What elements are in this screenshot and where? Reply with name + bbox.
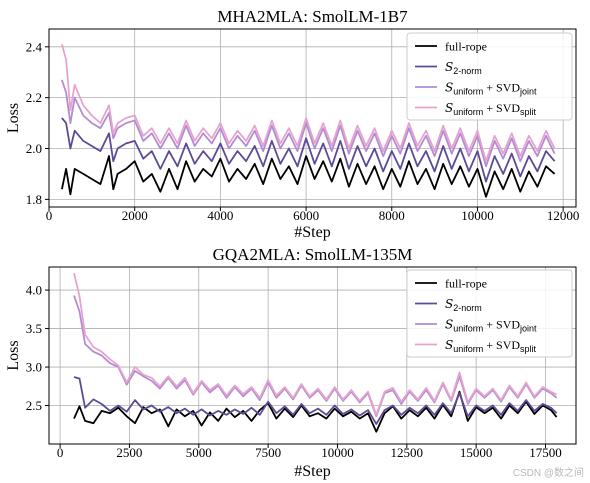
legend-entry: S2-norm [445,297,482,313]
x-tick-label: 6000 [293,208,319,223]
chart-title: MHA2MLA: SmolLM-1B7 [217,7,408,26]
series-line-full-rope [61,155,556,198]
y-axis-label: Loss [5,340,22,370]
chart-panel-1: MHA2MLA: SmolLM-1B7 0 2000 4000 6000 8000 1000… [5,7,579,241]
legend: full-rope S2-norm Suniform + SVDjoint Sunif… [406,32,573,121]
legend-entry: full-rope [445,277,487,291]
series-line-s2norm [73,376,558,425]
x-axis-label: #Step [294,463,330,480]
x-tick-label: 2000 [122,208,148,223]
legend: full-rope S2-norm Suniform + SVDjoint Sunif… [406,269,573,358]
x-tick-label: 10000 [321,445,354,460]
y-tick-label: 4.0 [26,283,42,298]
series-line-full-rope [73,390,558,433]
watermark: CSDN @数之间 [512,468,584,479]
series-line-joint [73,295,558,418]
y-tick-label: 1.8 [26,192,42,207]
y-tick-label: 3.0 [26,360,42,375]
x-tick-label: 10000 [461,208,494,223]
legend-entry: Suniform + SVDjoint [445,81,537,97]
x-tick-label: 4000 [207,208,233,223]
x-tick-label: 12500 [391,445,424,460]
legend-entry: Suniform + SVDsplit [445,338,537,354]
legend-entry: S2-norm [445,60,482,76]
y-tick-label: 3.5 [26,321,42,336]
chart-panel-2: GQA2MLA: SmolLM-135M 0 2500 5000 7500 10000 12… [5,245,577,480]
legend-entry: full-rope [445,40,487,54]
series-line-s2norm [61,117,556,183]
x-tick-label: 0 [46,208,53,223]
plot-frame [48,28,577,208]
x-tick-label: 5000 [186,445,212,460]
series-line-split [73,272,558,416]
legend-entry: Suniform + SVDjoint [445,318,537,334]
x-axis-label: #Step [294,224,330,241]
x-tick-label: 12000 [547,208,580,223]
y-tick-label: 2.5 [26,398,42,413]
x-tick-label: 17500 [529,445,562,460]
plot-frame [48,266,577,445]
legend-box [406,32,573,121]
x-tick-label: 15000 [460,445,493,460]
series-line-split [61,44,556,163]
y-tick-label: 2.2 [26,90,42,105]
legend-entry: Suniform + SVDsplit [445,101,537,117]
x-tick-label: 0 [57,445,64,460]
legend-box [406,269,573,358]
x-tick-label: 8000 [379,208,405,223]
y-axis-label: Loss [5,103,22,133]
chart-title: GQA2MLA: SmolLM-135M [213,245,413,264]
y-tick-label: 2.4 [26,39,43,54]
x-tick-label: 2500 [116,445,142,460]
y-tick-label: 2.0 [26,141,42,156]
series-line-joint [61,79,556,168]
x-tick-label: 7500 [255,445,281,460]
